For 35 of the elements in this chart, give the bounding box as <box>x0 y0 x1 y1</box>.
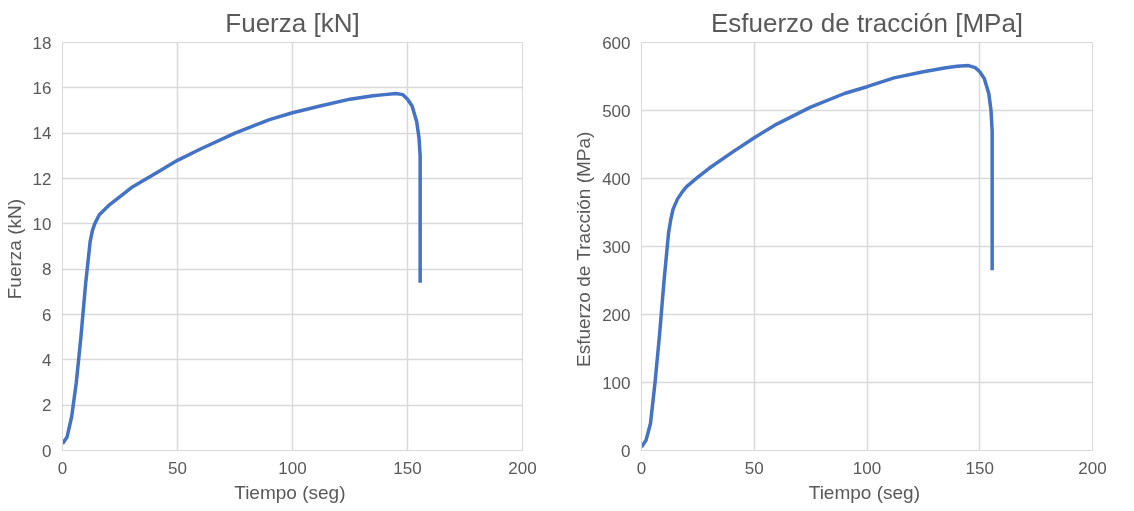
y-tick-label: 0 <box>621 441 631 461</box>
line-series <box>641 63 994 449</box>
y-tick-label: 500 <box>602 101 631 121</box>
y-tick-label: 12 <box>32 169 52 189</box>
chart-title: Fuerza [kN] <box>225 7 360 38</box>
y-tick-label: 600 <box>602 33 631 53</box>
y-tick-label: 8 <box>42 260 52 280</box>
y-tick-label: 400 <box>602 169 631 189</box>
x-tick-label: 50 <box>168 458 187 478</box>
y-tick-label: 16 <box>32 78 52 98</box>
x-tick-label: 100 <box>278 458 307 478</box>
y-tick-label: 14 <box>32 124 52 144</box>
y-tick-label: 100 <box>602 373 631 393</box>
y-tick-label: 10 <box>32 214 52 234</box>
y-tick-label: 4 <box>42 350 52 370</box>
y-tick-label: 300 <box>602 237 631 257</box>
x-tick-label: 150 <box>965 458 994 478</box>
x-axis-title: Tiempo (seg) <box>234 481 346 503</box>
y-axis-title: Fuerza (kN) <box>3 198 25 300</box>
x-tick-label: 0 <box>57 458 68 478</box>
x-tick-label: 200 <box>1078 458 1107 478</box>
x-axis-title: Tiempo (seg) <box>808 481 920 503</box>
chart-title: Esfuerzo de tracción [MPa] <box>710 7 1024 38</box>
line-series <box>62 91 422 446</box>
y-tick-label: 2 <box>42 396 52 416</box>
y-tick-label: 6 <box>42 305 52 325</box>
y-tick-label: 0 <box>42 441 52 461</box>
x-tick-label: 100 <box>852 458 882 478</box>
y-tick-label: 18 <box>32 33 52 53</box>
x-tick-label: 0 <box>636 458 647 478</box>
y-axis-title: Esfuerzo de Tracción (MPa) <box>573 131 595 368</box>
y-tick-label: 200 <box>602 305 631 325</box>
x-tick-label: 200 <box>508 458 537 478</box>
x-tick-label: 50 <box>744 458 764 478</box>
x-tick-label: 150 <box>393 458 422 478</box>
